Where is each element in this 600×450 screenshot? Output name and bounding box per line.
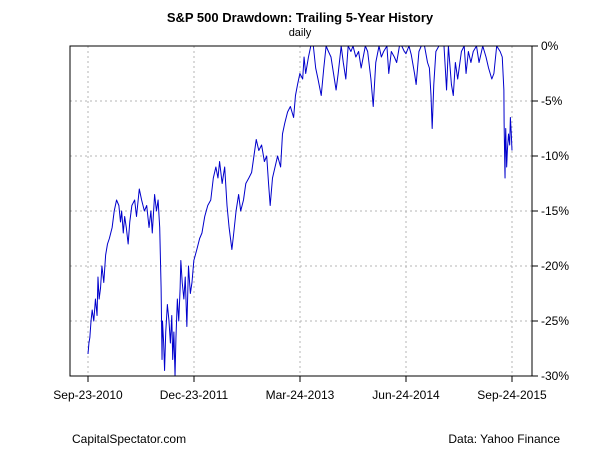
x-axis: Sep-23-2010 Dec-23-2011 Mar-24-2013 Jun-24-…: [53, 376, 547, 402]
y-tick-label: -20%: [541, 259, 569, 273]
y-tick-label: -10%: [541, 149, 569, 163]
series-layer: [87, 45, 513, 377]
footer-data-credit: Data: Yahoo Finance: [448, 432, 560, 446]
x-tick-label: Mar-24-2013: [266, 388, 335, 402]
drawdown-series-line: [87, 45, 513, 377]
y-tick-label: -15%: [541, 204, 569, 218]
chart-subtitle: daily: [289, 27, 312, 39]
footer-source-site: CapitalSpectator.com: [72, 432, 186, 446]
y-tick-label: -25%: [541, 314, 569, 328]
x-tick-label: Jun-24-2014: [372, 388, 440, 402]
y-tick-label: 0%: [541, 39, 559, 53]
y-tick-label: -5%: [541, 94, 563, 108]
grid-lines: [70, 45, 532, 377]
y-axis: 0% -5% -10% -15% -20% -25% -30%: [532, 39, 569, 383]
y-tick-label: -30%: [541, 369, 569, 383]
x-tick-label: Sep-23-2010: [53, 388, 123, 402]
x-tick-label: Dec-23-2011: [160, 388, 229, 402]
chart-title: S&P 500 Drawdown: Trailing 5-Year Histor…: [167, 10, 434, 25]
x-tick-label: Sep-24-2015: [477, 388, 547, 402]
